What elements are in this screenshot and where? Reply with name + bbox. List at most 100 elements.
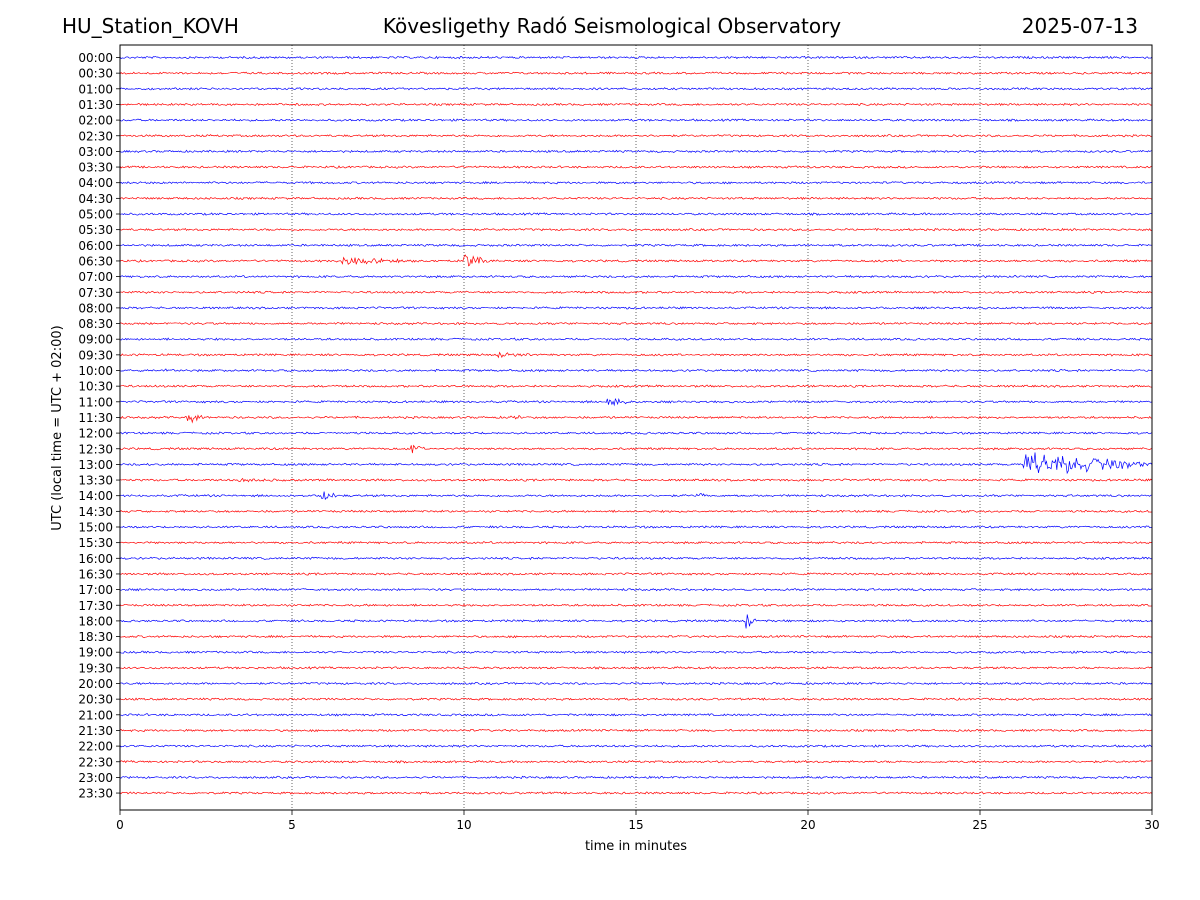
row-label-1200: 12:00 xyxy=(78,427,113,441)
row-label-2100: 21:00 xyxy=(78,708,113,722)
row-label-0530: 05:30 xyxy=(78,223,113,237)
trace-1230 xyxy=(119,444,1153,454)
row-label-1300: 13:00 xyxy=(78,458,113,472)
trace-2200 xyxy=(119,744,1153,748)
trace-0330 xyxy=(119,165,1153,169)
row-label-1630: 16:30 xyxy=(78,567,113,581)
x-tick-label-5: 25 xyxy=(972,818,987,832)
trace-0430 xyxy=(119,196,1153,201)
row-label-1530: 15:30 xyxy=(78,536,113,550)
row-label-2000: 20:00 xyxy=(78,677,113,691)
trace-1200 xyxy=(119,431,1153,435)
row-label-1130: 11:30 xyxy=(78,411,113,425)
trace-0130 xyxy=(119,102,1153,107)
trace-2230 xyxy=(119,760,1153,764)
row-label-1930: 19:30 xyxy=(78,661,113,675)
row-label-1900: 19:00 xyxy=(78,646,113,660)
row-label-0400: 04:00 xyxy=(78,176,113,190)
x-tick-label-6: 30 xyxy=(1144,818,1159,832)
x-tick-label-2: 10 xyxy=(456,818,471,832)
row-label-1500: 15:00 xyxy=(78,521,113,535)
row-label-2200: 22:00 xyxy=(78,740,113,754)
trace-1530 xyxy=(119,540,1153,545)
row-label-1800: 18:00 xyxy=(78,614,113,628)
row-label-0900: 09:00 xyxy=(78,333,113,347)
row-label-2230: 22:30 xyxy=(78,755,113,769)
row-label-0830: 08:30 xyxy=(78,317,113,331)
row-label-1730: 17:30 xyxy=(78,599,113,613)
trace-0100 xyxy=(119,87,1153,91)
row-label-0630: 06:30 xyxy=(78,254,113,268)
trace-0830 xyxy=(119,321,1153,326)
trace-2030 xyxy=(119,697,1153,701)
trace-1930 xyxy=(119,666,1153,670)
row-label-1030: 10:30 xyxy=(78,380,113,394)
trace-0600 xyxy=(119,243,1153,247)
trace-0700 xyxy=(119,274,1153,279)
trace-0800 xyxy=(119,306,1153,310)
row-label-0600: 06:00 xyxy=(78,239,113,253)
row-label-1000: 10:00 xyxy=(78,364,113,378)
trace-0730 xyxy=(119,290,1153,295)
gridlines xyxy=(291,45,981,810)
trace-2000 xyxy=(119,681,1153,686)
trace-1030 xyxy=(119,384,1153,388)
station-label: HU_Station_KOVH xyxy=(62,14,239,38)
trace-1600 xyxy=(119,556,1153,561)
trace-1800 xyxy=(119,614,1153,629)
trace-1330 xyxy=(119,477,1153,483)
trace-0200 xyxy=(119,118,1153,122)
trace-1700 xyxy=(119,587,1153,592)
trace-1900 xyxy=(119,650,1153,654)
trace-1000 xyxy=(119,368,1153,373)
trace-0230 xyxy=(119,134,1153,138)
date-label: 2025-07-13 xyxy=(1021,14,1138,38)
row-label-1330: 13:30 xyxy=(78,474,113,488)
x-tick-label-0: 0 xyxy=(116,818,124,832)
traces xyxy=(119,55,1153,795)
row-label-0730: 07:30 xyxy=(78,286,113,300)
row-label-2030: 20:30 xyxy=(78,693,113,707)
x-tick-label-1: 5 xyxy=(288,818,296,832)
row-label-1400: 14:00 xyxy=(78,489,113,503)
trace-1300 xyxy=(119,452,1153,475)
row-label-2130: 21:30 xyxy=(78,724,113,738)
trace-1730 xyxy=(119,603,1153,607)
trace-0630 xyxy=(119,254,1153,267)
trace-1500 xyxy=(119,525,1153,529)
x-axis-ticks: 0 5 10 15 20 25 30 xyxy=(116,810,1160,832)
x-axis-label: time in minutes xyxy=(585,839,687,854)
row-label-0500: 05:00 xyxy=(78,208,113,222)
row-label-0000: 00:00 xyxy=(78,51,113,65)
trace-2100 xyxy=(120,713,1153,717)
row-label-2300: 23:00 xyxy=(78,771,113,785)
row-label-0230: 02:30 xyxy=(78,129,113,143)
trace-0000 xyxy=(119,55,1153,60)
x-tick-label-4: 20 xyxy=(800,818,815,832)
trace-0530 xyxy=(119,227,1153,232)
trace-1130 xyxy=(119,414,1152,424)
row-label-1830: 18:30 xyxy=(78,630,113,644)
row-label-1230: 12:30 xyxy=(78,442,113,456)
trace-0300 xyxy=(119,149,1153,154)
trace-1430 xyxy=(119,509,1153,514)
row-label-0030: 00:30 xyxy=(78,67,113,81)
trace-0030 xyxy=(119,71,1153,75)
trace-0930 xyxy=(119,351,1153,359)
row-label-0100: 01:00 xyxy=(78,82,113,96)
row-label-0130: 01:30 xyxy=(78,98,113,112)
row-label-0200: 02:00 xyxy=(78,114,113,128)
trace-2130 xyxy=(119,728,1153,733)
trace-0500 xyxy=(119,212,1153,216)
trace-2300 xyxy=(119,775,1153,780)
row-label-1430: 14:30 xyxy=(78,505,113,519)
row-label-0800: 08:00 xyxy=(78,301,113,315)
row-label-2330: 23:30 xyxy=(78,787,113,801)
row-label-1700: 17:00 xyxy=(78,583,113,597)
trace-1100 xyxy=(119,397,1153,407)
row-label-1100: 11:00 xyxy=(78,395,113,409)
trace-0400 xyxy=(119,180,1153,185)
row-label-0300: 03:00 xyxy=(78,145,113,159)
